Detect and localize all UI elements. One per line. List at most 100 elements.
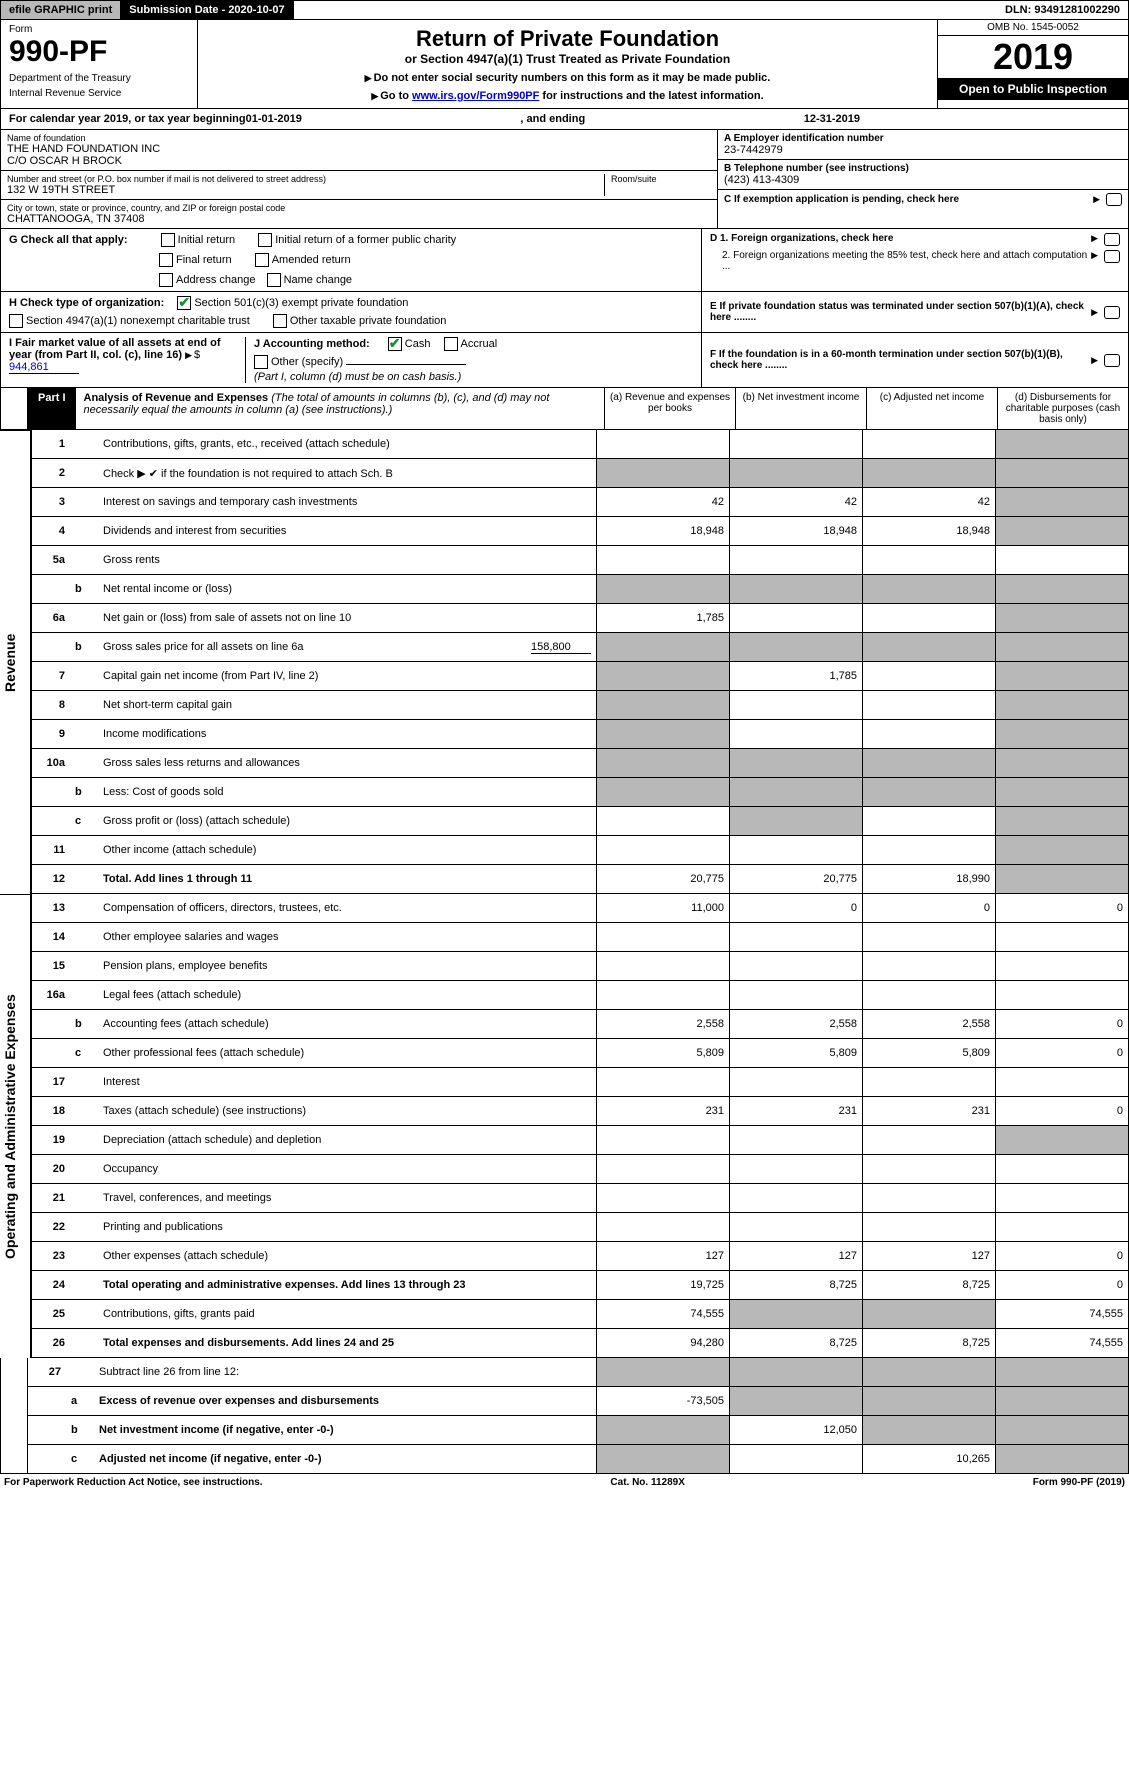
d2-label: 2. Foreign organizations meeting the 85%… <box>710 250 1091 272</box>
footer-left: For Paperwork Reduction Act Notice, see … <box>4 1477 263 1488</box>
room-label: Room/suite <box>611 174 711 184</box>
table-row: 19Depreciation (attach schedule) and dep… <box>32 1126 1129 1155</box>
ein-value: 23-7442979 <box>724 144 1122 156</box>
table-row: 14Other employee salaries and wages <box>32 923 1129 952</box>
table-row: cGross profit or (loss) (attach schedule… <box>32 807 1129 836</box>
accrual-checkbox[interactable] <box>444 337 458 351</box>
name-label: Name of foundation <box>7 133 711 143</box>
table-row: 7Capital gain net income (from Part IV, … <box>32 662 1129 691</box>
arrow-icon <box>1091 307 1100 318</box>
h-label: H Check type of organization: <box>9 297 164 309</box>
street-address: 132 W 19TH STREET <box>7 184 604 196</box>
ein-label: A Employer identification number <box>724 133 1122 144</box>
addr-label: Number and street (or P.O. box number if… <box>7 174 604 184</box>
table-row: 8Net short-term capital gain <box>32 691 1129 720</box>
col-b-header: (b) Net investment income <box>735 388 866 429</box>
instr-2-pre: Go to <box>380 90 412 102</box>
table-row: bNet rental income or (loss) <box>32 575 1129 604</box>
dept-treasury: Department of the Treasury <box>9 73 189 84</box>
table-row: 10aGross sales less returns and allowanc… <box>32 749 1129 778</box>
form-number: 990-PF <box>9 35 189 69</box>
revenue-section: Revenue 1Contributions, gifts, grants, e… <box>0 430 1129 894</box>
table-row: bGross sales price for all assets on lin… <box>32 633 1129 662</box>
revenue-side-label: Revenue <box>0 430 31 894</box>
fmv-value: 944,861 <box>9 361 79 374</box>
other-taxable-checkbox[interactable] <box>273 314 287 328</box>
table-row: 11Other income (attach schedule) <box>32 836 1129 865</box>
phone-value: (423) 413-4309 <box>724 174 1122 186</box>
col-c-header: (c) Adjusted net income <box>866 388 997 429</box>
table-row: bAccounting fees (attach schedule)2,5582… <box>32 1010 1129 1039</box>
efile-badge: efile GRAPHIC print <box>1 1 121 19</box>
f-label: F If the foundation is in a 60-month ter… <box>710 349 1091 371</box>
former-charity-checkbox[interactable] <box>258 233 272 247</box>
arrow-icon <box>1093 194 1102 205</box>
dept-irs: Internal Revenue Service <box>9 88 189 99</box>
instructions-link[interactable]: www.irs.gov/Form990PF <box>412 90 539 102</box>
amended-return-checkbox[interactable] <box>255 253 269 267</box>
arrow-icon <box>1091 355 1100 366</box>
instr-1: Do not enter social security numbers on … <box>374 72 771 84</box>
tax-year: 2019 <box>938 36 1128 78</box>
table-row: 15Pension plans, employee benefits <box>32 952 1129 981</box>
4947-checkbox[interactable] <box>9 314 23 328</box>
table-row: 9Income modifications <box>32 720 1129 749</box>
col-a-header: (a) Revenue and expenses per books <box>604 388 735 429</box>
revenue-table: 1Contributions, gifts, grants, etc., rec… <box>31 430 1129 894</box>
d1-label: D 1. Foreign organizations, check here <box>710 233 1091 246</box>
footer-mid: Cat. No. 11289X <box>610 1477 684 1488</box>
j-note: (Part I, column (d) must be on cash basi… <box>254 371 693 383</box>
table-row: 16aLegal fees (attach schedule) <box>32 981 1129 1010</box>
table-row: aExcess of revenue over expenses and dis… <box>28 1387 1129 1416</box>
col-d-header: (d) Disbursements for charitable purpose… <box>997 388 1128 429</box>
table-row: 25Contributions, gifts, grants paid74,55… <box>32 1300 1129 1329</box>
foundation-name-2: C/O OSCAR H BROCK <box>7 155 711 167</box>
foreign-org-checkbox[interactable] <box>1104 233 1120 246</box>
footer-right: Form 990-PF (2019) <box>1033 1477 1125 1488</box>
table-row: 27Subtract line 26 from line 12: <box>28 1358 1129 1387</box>
table-row: 12Total. Add lines 1 through 1120,77520,… <box>32 865 1129 894</box>
foreign-85-checkbox[interactable] <box>1104 250 1120 263</box>
table-row: cAdjusted net income (if negative, enter… <box>28 1445 1129 1474</box>
line-27-section: 27Subtract line 26 from line 12:aExcess … <box>0 1358 1129 1474</box>
final-return-checkbox[interactable] <box>159 253 173 267</box>
section-h: H Check type of organization: Section 50… <box>0 292 1129 333</box>
table-row: 23Other expenses (attach schedule)127127… <box>32 1242 1129 1271</box>
initial-return-checkbox[interactable] <box>161 233 175 247</box>
table-row: 20Occupancy <box>32 1155 1129 1184</box>
arrow-icon <box>185 349 194 361</box>
part-1-header: Part I Analysis of Revenue and Expenses … <box>0 388 1129 430</box>
address-change-checkbox[interactable] <box>159 273 173 287</box>
omb-number: OMB No. 1545-0052 <box>938 20 1128 36</box>
form-label: Form <box>9 24 189 35</box>
501c3-checkbox[interactable] <box>177 296 191 310</box>
cash-checkbox[interactable] <box>388 337 402 351</box>
part-badge: Part I <box>28 388 76 429</box>
name-change-checkbox[interactable] <box>267 273 281 287</box>
submission-date: Submission Date - 2020-10-07 <box>121 1 293 19</box>
table-row: 21Travel, conferences, and meetings <box>32 1184 1129 1213</box>
year-end: 12-31-2019 <box>804 113 860 125</box>
g-label: G Check all that apply: <box>9 234 128 246</box>
exemption-checkbox[interactable] <box>1106 193 1122 206</box>
form-title: Return of Private Foundation <box>204 26 931 52</box>
table-row: 6aNet gain or (loss) from sale of assets… <box>32 604 1129 633</box>
j-label: J Accounting method: <box>254 338 370 350</box>
subtract-table: 27Subtract line 26 from line 12:aExcess … <box>27 1358 1129 1474</box>
dln: DLN: 93491281002290 <box>997 1 1128 19</box>
city-state-zip: CHATTANOOGA, TN 37408 <box>7 213 711 225</box>
table-row: 2Check ▶ ✔ if the foundation is not requ… <box>32 459 1129 488</box>
other-method-checkbox[interactable] <box>254 355 268 369</box>
terminated-checkbox[interactable] <box>1104 306 1120 319</box>
table-row: 24Total operating and administrative exp… <box>32 1271 1129 1300</box>
expenses-table: 13Compensation of officers, directors, t… <box>31 894 1129 1358</box>
form-subtitle: or Section 4947(a)(1) Trust Treated as P… <box>204 52 931 66</box>
table-row: 22Printing and publications <box>32 1213 1129 1242</box>
form-header: Form 990-PF Department of the Treasury I… <box>0 20 1129 109</box>
arrow-icon <box>1091 250 1100 272</box>
arrow-icon <box>1091 233 1100 246</box>
table-row: bNet investment income (if negative, ent… <box>28 1416 1129 1445</box>
top-bar: efile GRAPHIC print Submission Date - 20… <box>0 0 1129 20</box>
60month-checkbox[interactable] <box>1104 354 1120 367</box>
city-label: City or town, state or province, country… <box>7 203 711 213</box>
